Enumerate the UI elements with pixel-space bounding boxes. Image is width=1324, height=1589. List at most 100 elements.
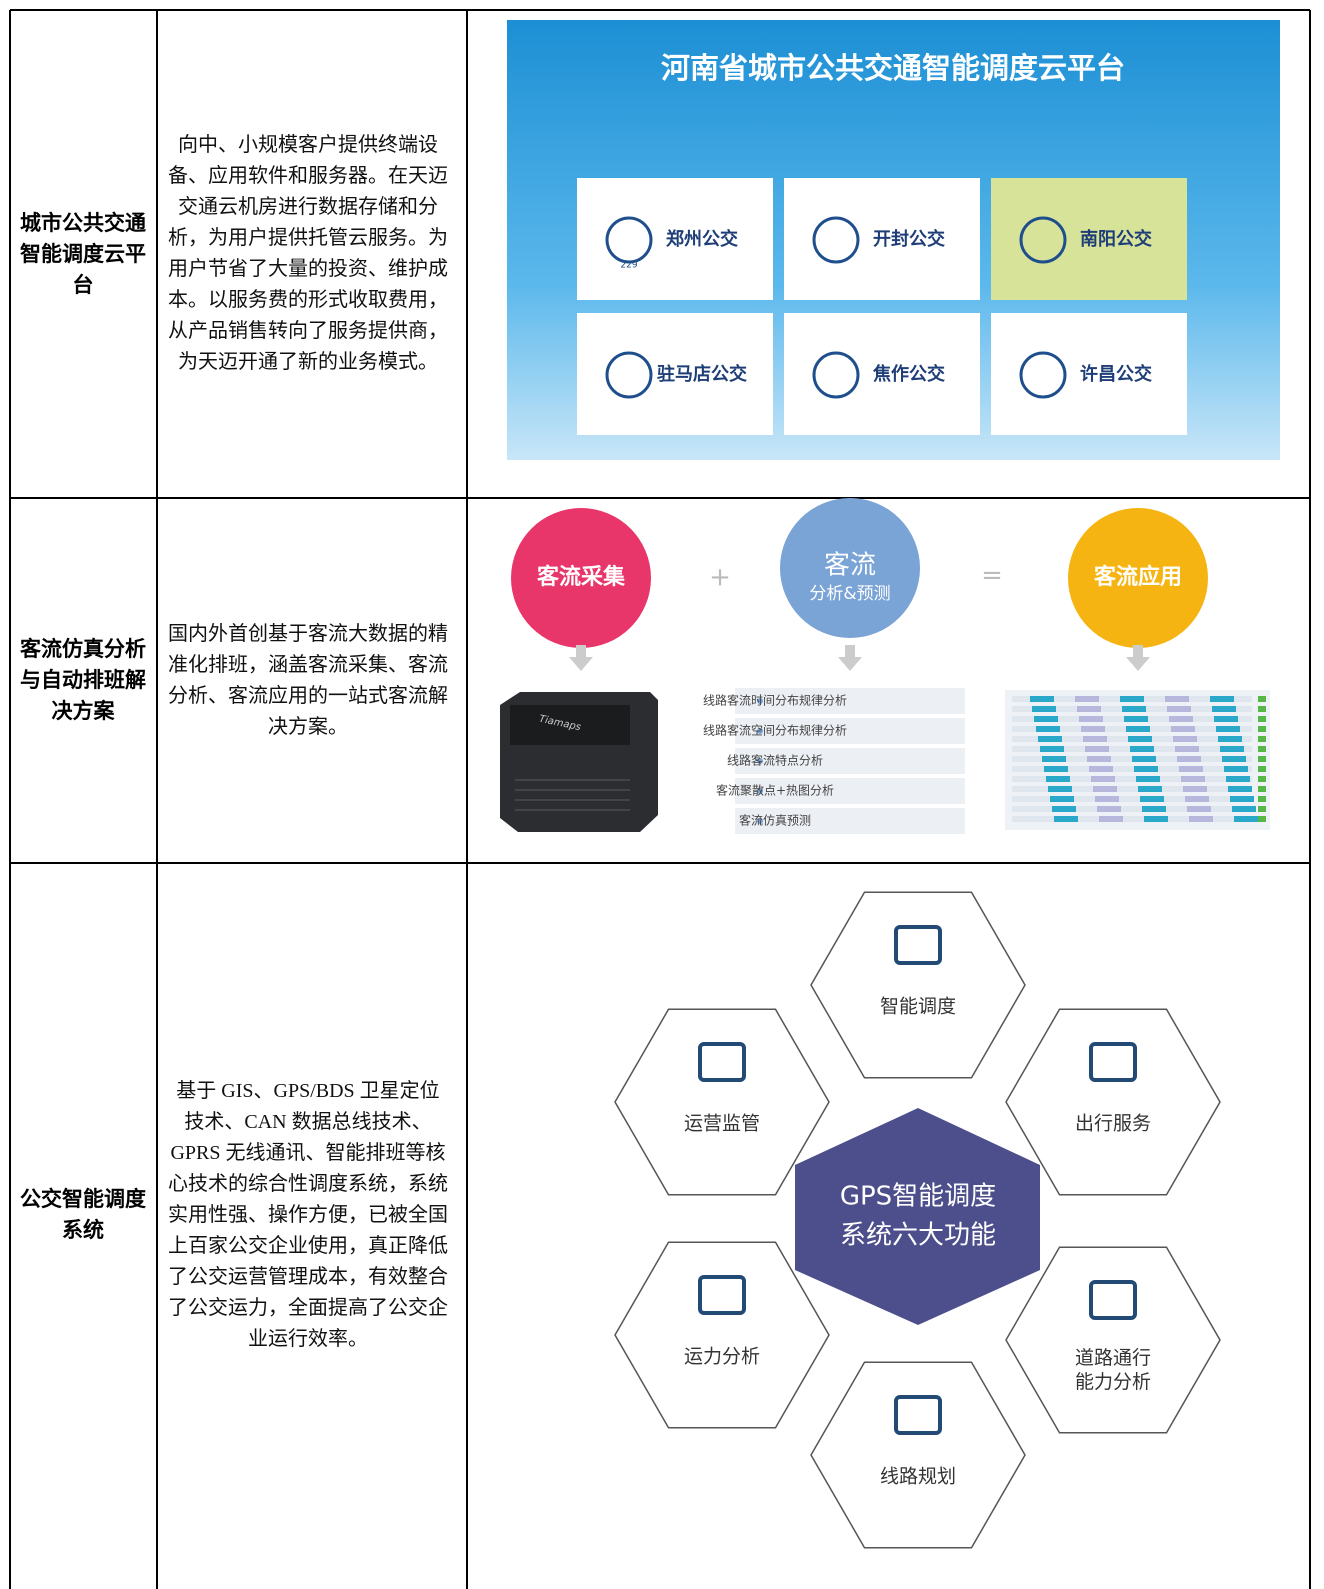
tile bbox=[577, 178, 773, 300]
bullet bbox=[757, 728, 763, 734]
function-icon bbox=[894, 1395, 942, 1435]
function-hex bbox=[810, 891, 1026, 1079]
schedule-cell bbox=[1122, 706, 1146, 712]
figure-title: 河南省城市公共交通智能调度云平台 bbox=[661, 51, 1125, 85]
schedule-cell bbox=[1258, 706, 1266, 712]
list-item bbox=[735, 808, 965, 834]
schedule-cell bbox=[1048, 786, 1072, 792]
schedule-cell bbox=[1179, 766, 1203, 772]
schedule-cell bbox=[1216, 726, 1240, 732]
schedule-cell bbox=[1044, 766, 1068, 772]
schedule-cell bbox=[1185, 796, 1209, 802]
row-name: 客流仿真分析与自动排班解决方案 bbox=[20, 637, 146, 723]
logo bbox=[812, 216, 860, 264]
schedule-cell bbox=[1144, 816, 1168, 822]
schedule-cell bbox=[1258, 766, 1266, 772]
schedule-cell bbox=[1087, 756, 1111, 762]
schedule-cell bbox=[1187, 806, 1211, 812]
function-label: 运力分析 bbox=[684, 1346, 760, 1368]
list-item-label: 线路客流时间分布规律分析 bbox=[703, 693, 847, 708]
tile bbox=[577, 313, 773, 435]
schedule-cell bbox=[1052, 806, 1076, 812]
tile-label: 南阳公交 bbox=[1080, 228, 1152, 250]
operator: = bbox=[981, 561, 1003, 591]
schedule-cell bbox=[1079, 716, 1103, 722]
schedule-cell bbox=[1210, 696, 1234, 702]
function-hex bbox=[1005, 1008, 1221, 1196]
function-icon bbox=[1089, 1042, 1137, 1082]
schedule-cell bbox=[1165, 696, 1189, 702]
list-item-label: 客流仿真预测 bbox=[739, 813, 811, 828]
schedule-cell bbox=[1054, 816, 1078, 822]
schedule-cell bbox=[1258, 796, 1266, 802]
bullet bbox=[757, 758, 763, 764]
schedule-cell bbox=[1228, 786, 1252, 792]
list-item-label: 线路客流空间分布规律分析 bbox=[703, 723, 847, 738]
tile bbox=[784, 178, 980, 300]
list-item bbox=[735, 688, 965, 714]
schedule-cell bbox=[1126, 726, 1150, 732]
schedule-cell bbox=[1034, 716, 1058, 722]
tile-label: 郑州公交 bbox=[666, 228, 738, 250]
function-label: 出行服务 bbox=[1075, 1113, 1151, 1135]
schedule-cell bbox=[1173, 736, 1197, 742]
logo-text: 229 bbox=[620, 261, 637, 271]
schedule-cell bbox=[1012, 806, 1252, 812]
tile bbox=[784, 313, 980, 435]
schedule-cell bbox=[1222, 756, 1246, 762]
schedule-cell bbox=[1232, 806, 1256, 812]
schedule-cell bbox=[1258, 726, 1266, 732]
schedule-cell bbox=[1099, 816, 1123, 822]
schedule-cell bbox=[1214, 716, 1238, 722]
schedule-cell bbox=[1134, 766, 1158, 772]
schedule-cell bbox=[1075, 696, 1099, 702]
schedule-cell bbox=[1258, 746, 1266, 752]
schedule-cell bbox=[1093, 786, 1117, 792]
operator: + bbox=[709, 563, 731, 593]
schedule-cell bbox=[1012, 766, 1252, 772]
schedule-cell bbox=[1181, 776, 1205, 782]
function-icon bbox=[894, 925, 942, 965]
schedule-cell bbox=[1036, 726, 1060, 732]
schedule-cell bbox=[1189, 816, 1213, 822]
list-item bbox=[735, 748, 965, 774]
schedule-cell bbox=[1042, 756, 1066, 762]
schedule-cell bbox=[1032, 706, 1056, 712]
bullet bbox=[757, 788, 763, 794]
function-hex bbox=[1005, 1246, 1221, 1434]
list-item-label: 客流聚散点+热图分析 bbox=[716, 783, 834, 798]
schedule-cell bbox=[1177, 756, 1201, 762]
schedule-cell bbox=[1081, 726, 1105, 732]
tile-label: 许昌公交 bbox=[1080, 363, 1152, 385]
schedule-cell bbox=[1012, 786, 1252, 792]
function-hex bbox=[810, 1361, 1026, 1549]
schedule-cell bbox=[1132, 756, 1156, 762]
schedule-cell bbox=[1012, 796, 1252, 802]
schedule-cell bbox=[1183, 786, 1207, 792]
schedule-cell bbox=[1234, 816, 1258, 822]
schedule-cell bbox=[1171, 726, 1195, 732]
bullet bbox=[757, 818, 763, 824]
schedule-cell bbox=[1095, 796, 1119, 802]
row-description: 国内外首创基于客流大数据的精准化排班，涵盖客流采集、客流分析、客流应用的一站式客… bbox=[168, 622, 448, 738]
schedule-cell bbox=[1040, 746, 1064, 752]
schedule-cell bbox=[1091, 776, 1115, 782]
schedule-cell bbox=[1258, 786, 1266, 792]
schedule-cell bbox=[1130, 746, 1154, 752]
schedule-cell bbox=[1046, 776, 1070, 782]
passenger-flow-figure: 客流采集 客流 分析&预测 客流应用 + = Tiamaps 线路客流时间分布规… bbox=[500, 498, 1270, 834]
logo bbox=[605, 216, 653, 264]
list-item bbox=[735, 778, 965, 804]
schedule-cell bbox=[1140, 796, 1164, 802]
schedule-cell bbox=[1220, 746, 1244, 752]
function-label: 智能调度 bbox=[880, 996, 956, 1018]
tile-label: 驻马店公交 bbox=[657, 363, 747, 385]
schedule-cell bbox=[1258, 816, 1266, 822]
step: 客流应用 bbox=[1094, 564, 1182, 590]
step: 客流 bbox=[824, 551, 876, 581]
schedule-cell bbox=[1169, 716, 1193, 722]
schedule-cell bbox=[1142, 806, 1166, 812]
